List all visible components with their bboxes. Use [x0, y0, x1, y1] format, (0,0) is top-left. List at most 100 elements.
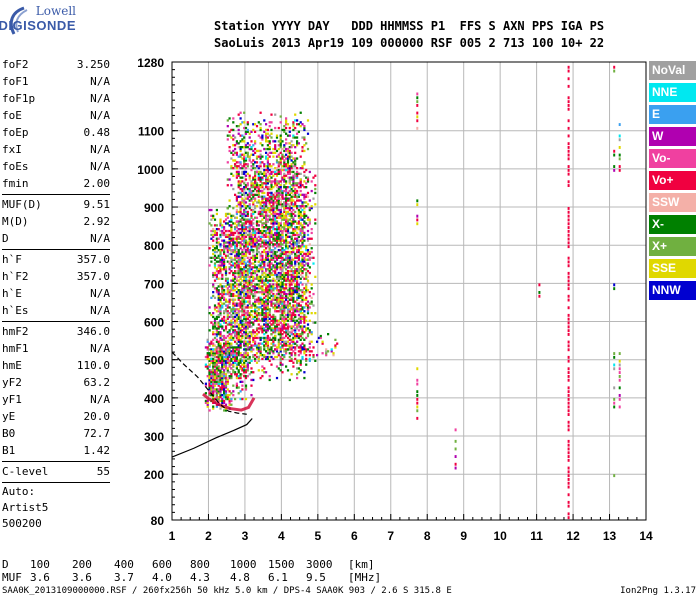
echo-point: [288, 207, 291, 210]
echo-point: [290, 279, 293, 282]
echo-point: [241, 201, 244, 204]
echo-point: [263, 289, 266, 292]
echo-point: [250, 224, 253, 227]
echo-point: [246, 281, 249, 284]
echo-point: [265, 306, 268, 309]
echo-point: [292, 128, 295, 132]
echo-point: [226, 216, 229, 219]
echo-point: [270, 250, 273, 254]
echo-point: [241, 369, 244, 372]
echo-point: [275, 182, 279, 185]
echo-point: [292, 205, 295, 208]
echo-point: [206, 375, 209, 378]
echo-point: [243, 306, 246, 309]
echo-point: [243, 279, 246, 282]
echo-point: [219, 361, 222, 364]
echo-point: [246, 271, 249, 275]
echo-point: [241, 212, 244, 216]
echo-point: [265, 325, 268, 328]
echo-point: [243, 254, 246, 257]
echo-point: [299, 247, 302, 250]
echo-point: [261, 312, 264, 315]
param-row-yf1: yF1 N/A: [2, 391, 110, 408]
echo-point: [255, 291, 259, 294]
echo-point: [252, 203, 255, 206]
echo-point: [219, 222, 222, 225]
scaled-parameters-panel: foF2 3.250 foF1 N/A foF1p N/A foE N/A foEp 0.48 fx…: [2, 56, 110, 532]
echo-point: [290, 201, 293, 204]
echo-point: [244, 376, 248, 380]
echo-point: [283, 312, 286, 315]
echo-point: [219, 369, 222, 372]
echo-point: [263, 329, 266, 332]
echo-point: [239, 149, 242, 153]
echo-point: [221, 273, 224, 277]
echo-point: [212, 291, 215, 294]
echo-point: [208, 312, 211, 315]
echo-point: [223, 298, 226, 301]
echo-point: [244, 130, 248, 133]
param-value: 55: [96, 465, 110, 478]
echo-point: [250, 256, 253, 259]
echo-point: [221, 371, 224, 374]
echo-point: [215, 334, 218, 338]
echo-point: [263, 317, 266, 320]
param-value: N/A: [90, 393, 110, 406]
echo-point: [234, 250, 237, 254]
echo-point: [244, 375, 248, 378]
echo-point: [223, 409, 226, 412]
echo-point: [277, 292, 280, 296]
echo-point: [219, 218, 222, 221]
echo-point: [285, 294, 288, 298]
echo-point: [237, 250, 240, 254]
echo-point: [285, 205, 288, 208]
echo-point: [299, 239, 302, 242]
echo-point: [265, 250, 268, 254]
echo-point: [208, 354, 211, 357]
echo-point: [243, 172, 246, 175]
echo-point: [254, 310, 257, 313]
echo-point: [274, 237, 277, 240]
echo-point: [286, 231, 290, 235]
echo-point: [215, 241, 218, 244]
echo-point: [306, 300, 310, 303]
echo-point: [217, 291, 220, 294]
echo-point: [241, 165, 244, 168]
echo-point: [275, 287, 279, 290]
echo-point: [243, 111, 246, 114]
echo-point: [244, 386, 248, 389]
echo-point: [334, 344, 337, 347]
echo-point: [219, 344, 222, 347]
echo-point: [228, 333, 231, 336]
echo-point: [223, 355, 226, 359]
echo-point: [219, 371, 222, 374]
echo-point: [250, 182, 253, 185]
echo-point: [275, 226, 279, 229]
echo-point: [272, 151, 275, 154]
echo-point: [248, 199, 251, 202]
echo-point: [219, 258, 222, 261]
echo-point: [261, 279, 264, 282]
echo-point: [234, 352, 237, 355]
echo-point: [268, 375, 271, 378]
echo-point: [217, 313, 220, 317]
param-row-fmin: fmin 2.00: [2, 175, 110, 192]
echo-point: [246, 187, 249, 191]
echo-point: [274, 279, 277, 282]
echo-point: [296, 167, 299, 170]
echo-point: [213, 361, 217, 364]
echo-point: [294, 289, 297, 292]
echo-point: [299, 252, 302, 256]
echo-point: [275, 199, 279, 202]
echo-point: [270, 363, 273, 366]
echo-point: [243, 277, 246, 280]
echo-point: [288, 283, 291, 286]
param-separator: [2, 194, 110, 195]
echo-point: [235, 142, 238, 145]
echo-point: [217, 304, 220, 307]
echo-point: [246, 247, 249, 250]
echo-point: [301, 336, 304, 340]
echo-point: [259, 346, 262, 349]
echo-point: [303, 371, 306, 374]
echo-point: [223, 264, 226, 267]
